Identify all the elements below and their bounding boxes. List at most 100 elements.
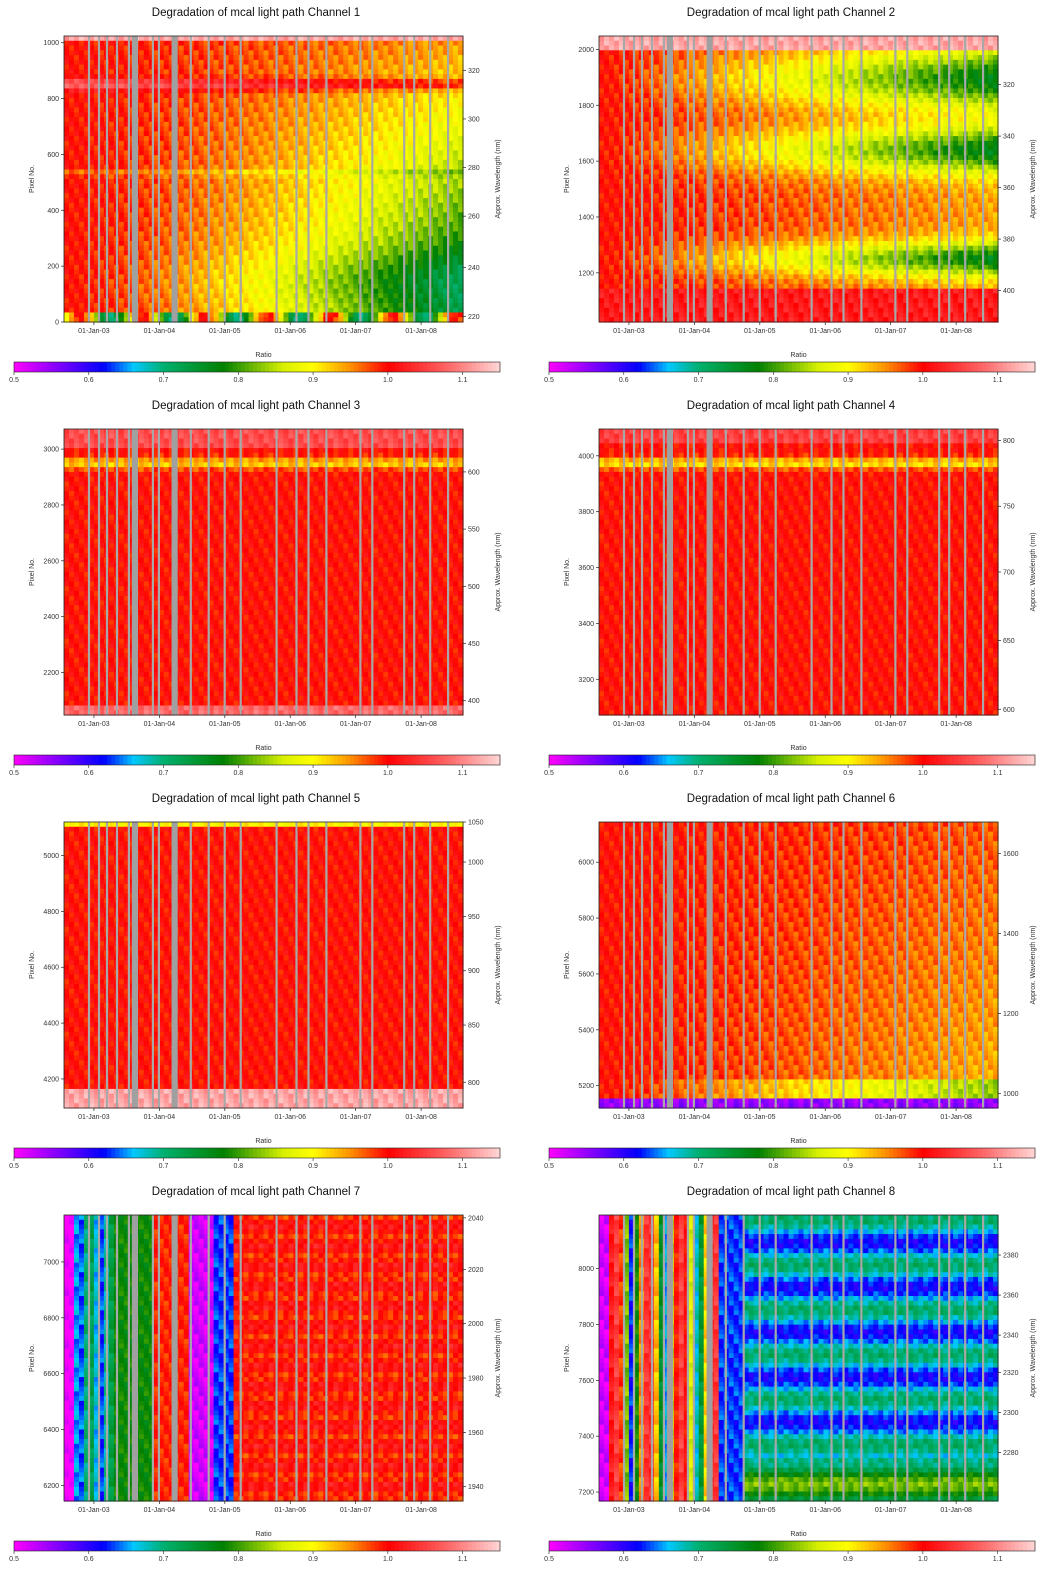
heatmap-cell [288,260,295,266]
heatmap-cell [138,136,145,142]
heatmap-cell [268,50,275,56]
heatmap-cell [208,55,215,61]
heatmap-cell [378,269,384,275]
heatmap-cell [68,131,75,137]
heatmap-cell [218,107,225,113]
heatmap-cell [403,279,409,285]
heatmap-cell [378,179,384,185]
heatmap-cell [383,317,389,323]
heatmap-cell [443,212,449,218]
heatmap-cell [308,69,314,75]
heatmap-cell [223,150,230,156]
heatmap-cell [418,183,424,190]
heatmap-cell [343,217,349,223]
heatmap-cell [123,307,130,314]
heatmap-cell [148,236,155,242]
heatmap-cell [418,174,424,180]
heatmap-cell [88,202,95,209]
heatmap-cell [303,312,309,318]
heatmap-cell [233,202,240,209]
heatmap-cell [263,255,270,261]
heatmap-cell [438,174,444,180]
heatmap-cell [183,174,190,180]
heatmap-cell [298,107,304,113]
heatmap-cell [298,126,304,132]
heatmap-cell [363,302,369,309]
heatmap-cell [328,107,334,113]
heatmap-cell [403,288,409,294]
heatmap-cell [373,121,379,128]
heatmap-cell [353,97,359,104]
heatmap-cell [248,283,255,290]
heatmap-cell [378,136,384,142]
heatmap-cell [88,155,95,161]
heatmap-cell [263,93,270,99]
heatmap-cell [458,193,464,199]
heatmap-cell [373,269,379,275]
heatmap-cell [363,217,369,223]
heatmap-cell [313,307,319,314]
heatmap-cell [83,198,90,204]
heatmap-cell [378,264,384,271]
heatmap-cell [373,88,379,94]
heatmap-cell [253,155,260,161]
heatmap-cell [93,260,100,266]
heatmap-cell [143,174,150,180]
heatmap-cell [213,50,220,56]
heatmap-cell [203,150,210,156]
heatmap-cell [158,55,165,61]
heatmap-cell [413,64,419,70]
heatmap-cell [288,117,295,123]
heatmap-cell [223,97,230,104]
heatmap-cell [243,131,250,137]
heatmap-cell [318,136,324,142]
heatmap-cell [353,140,359,147]
heatmap-cell [328,117,334,123]
heatmap-cell [338,155,344,161]
heatmap-cell [278,302,285,309]
heatmap-cell [228,40,235,47]
heatmap-cell [223,217,230,223]
heatmap-cell [223,207,230,213]
heatmap-cell [248,293,255,299]
heatmap-cell [88,274,95,280]
heatmap-cell [243,193,250,199]
heatmap-cell [278,279,285,285]
heatmap-cell [178,107,185,113]
heatmap-cell [223,59,230,66]
heatmap-cell [408,102,414,109]
heatmap-cell [73,50,80,56]
heatmap-cell [343,169,349,175]
heatmap-cell [248,121,255,128]
heatmap-cell [158,202,165,209]
heatmap-cell [448,169,454,175]
heatmap-cell [243,317,250,323]
heatmap-cell [338,64,344,70]
heatmap-cell [453,236,459,242]
heatmap-cell [278,88,285,94]
heatmap-cell [68,255,75,261]
heatmap-cell [303,269,309,275]
heatmap-cell [413,226,419,233]
heatmap-cell [458,107,464,113]
heatmap-cell [218,69,225,75]
heatmap-cell [148,279,155,285]
heatmap-cell [348,121,354,128]
heatmap-cell [128,174,135,180]
heatmap-cell [148,188,155,194]
heatmap-cell [448,131,454,137]
heatmap-cell [448,69,454,75]
heatmap-cell [163,59,170,66]
heatmap-cell [443,293,449,299]
heatmap-cell [348,250,354,256]
heatmap-cell [213,83,220,90]
heatmap-cell [448,288,454,294]
heatmap-cell [438,293,444,299]
heatmap-cell [78,164,85,171]
heatmap-cell [83,236,90,242]
heatmap-cell [93,298,100,304]
heatmap-cell [118,78,125,85]
heatmap-cell [228,231,235,237]
heatmap-cell [268,217,275,223]
heatmap-cell [193,312,200,318]
